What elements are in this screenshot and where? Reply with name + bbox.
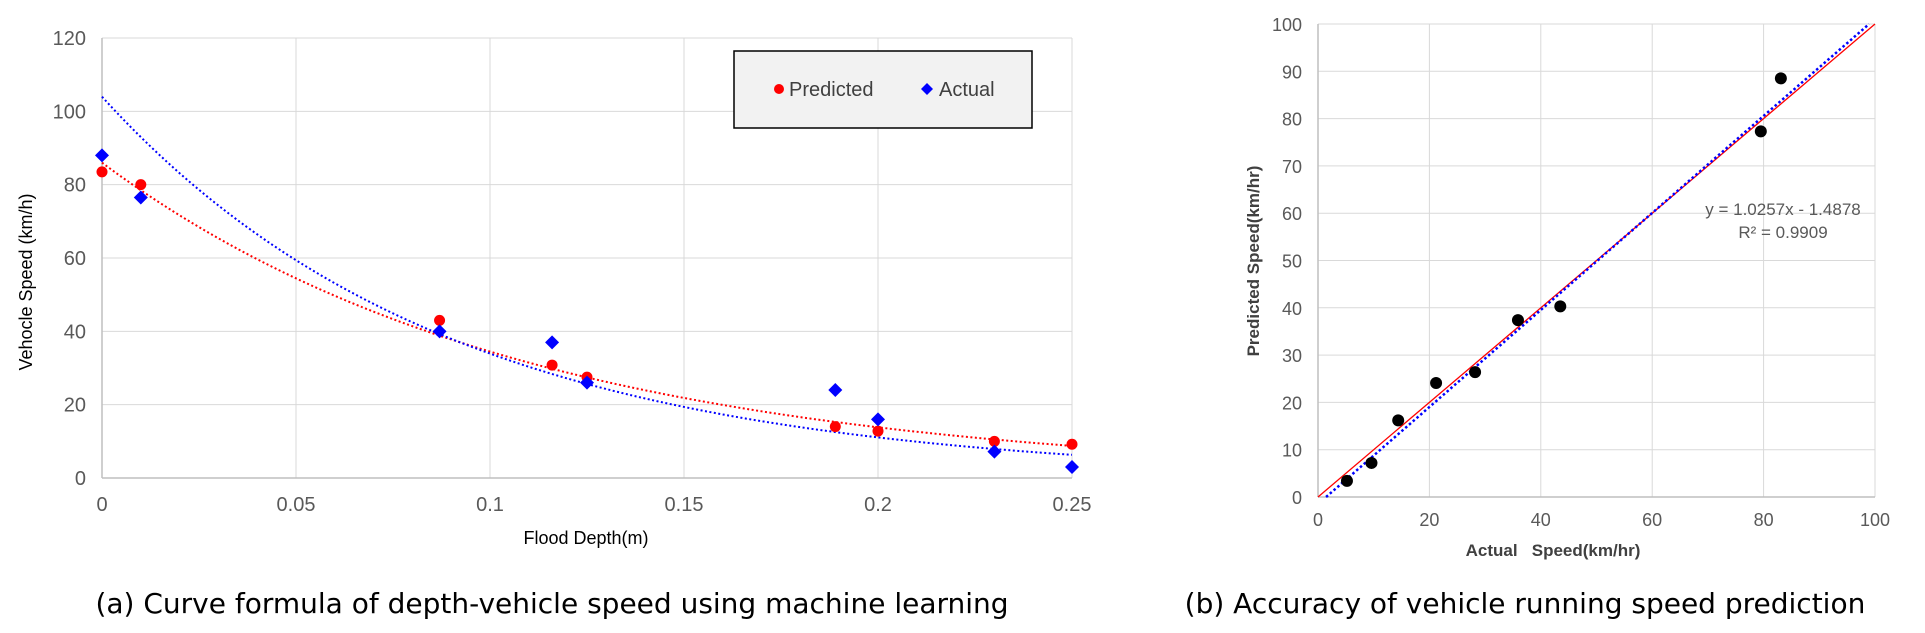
chart-a-trendline-actual: [101, 95, 1073, 456]
chart-a-point-actual: [828, 383, 843, 397]
chart-a-trendlines: [101, 95, 1073, 456]
chart-a-y-tick-label: 100: [53, 101, 86, 123]
chart-a-trendline-predicted: [101, 161, 1073, 447]
chart-b-y-tick-label: 20: [1282, 393, 1302, 413]
chart-b-y-axis-title: Predicted Speed(km/hr): [1244, 166, 1263, 357]
chart-b-x-tick-label: 0: [1313, 510, 1323, 530]
chart-b-x-ticks: 0 20 40 60 80 100: [1313, 510, 1890, 530]
chart-a-point-predicted: [829, 421, 841, 433]
chart-b: 0 20 40 60 80 100 0 10 20 30 40 50 60 70 80 90 100 y = …: [1185, 15, 1890, 620]
chart-b-y-tick-label: 70: [1282, 157, 1302, 177]
chart-b-y-tick-label: 0: [1292, 488, 1302, 508]
chart-a-x-tick-label: 0.15: [665, 494, 704, 516]
chart-b-y-tick-label: 40: [1282, 299, 1302, 319]
chart-b-x-axis-title: Actual Speed(km/hr): [1466, 541, 1641, 560]
chart-a-x-tick-label: 0.1: [476, 494, 504, 516]
legend-actual-label: Actual: [939, 79, 995, 101]
legend-predicted-marker: [774, 84, 784, 94]
chart-a-point-actual: [95, 148, 109, 163]
chart-a-point-predicted: [872, 425, 884, 437]
chart-a-point-predicted: [96, 166, 108, 178]
chart-a-points: [95, 148, 1079, 474]
chart-b-x-tick-label: 100: [1860, 510, 1890, 530]
chart-a-y-tick-label: 0: [75, 468, 86, 490]
chart-b-point: [1392, 414, 1405, 427]
chart-b-y-tick-label: 50: [1282, 252, 1302, 272]
chart-a-point-predicted: [1066, 438, 1078, 450]
chart-a-x-tick-label: 0.2: [864, 494, 892, 516]
chart-b-x-tick-label: 60: [1642, 510, 1662, 530]
chart-b-y-tick-label: 10: [1282, 441, 1302, 461]
chart-b-y-tick-label: 60: [1282, 204, 1302, 224]
chart-b-point: [1469, 366, 1482, 379]
chart-b-point: [1554, 300, 1567, 313]
chart-a-axes: [101, 38, 1072, 479]
chart-b-y-tick-label: 30: [1282, 346, 1302, 366]
chart-a-x-tick-label: 0.25: [1053, 494, 1092, 516]
chart-a-caption: (a) Curve formula of depth-vehicle speed…: [95, 587, 1008, 620]
chart-b-y-ticks: 0 10 20 30 40 50 60 70 80 90 100: [1272, 15, 1302, 508]
chart-b-point: [1340, 474, 1353, 487]
chart-b-y-tick-label: 80: [1282, 110, 1302, 130]
chart-a-y-axis-title: Vehocle Speed (km/h): [16, 193, 36, 370]
chart-a-point-actual: [432, 324, 447, 339]
legend-predicted-label: Predicted: [789, 79, 874, 101]
chart-b-line-identity: [1317, 23, 1876, 498]
chart-b-x-tick-label: 40: [1531, 510, 1551, 530]
chart-a-y-tick-label: 80: [64, 175, 86, 197]
chart-a: 0 0.05 0.1 0.15 0.2 0.25 0 20 40 60 80 100 120 Floo…: [16, 28, 1091, 620]
chart-b-point: [1511, 314, 1524, 327]
chart-a-point-predicted: [434, 314, 446, 326]
chart-b-axes: [1317, 24, 1875, 498]
chart-a-y-tick-label: 120: [53, 28, 86, 50]
chart-a-x-axis-title: Flood Depth(m): [523, 528, 648, 548]
chart-b-equation: y = 1.0257x - 1.4878: [1705, 200, 1860, 219]
chart-a-point-actual: [871, 412, 885, 427]
chart-b-y-tick-label: 100: [1272, 15, 1302, 35]
chart-a-point-actual: [133, 190, 148, 205]
chart-b-point: [1754, 125, 1767, 138]
chart-a-legend: Predicted Actual: [733, 50, 1033, 129]
chart-a-point-actual: [545, 335, 560, 350]
chart-a-x-tick-label: 0: [96, 494, 107, 516]
chart-b-y-tick-label: 90: [1282, 62, 1302, 82]
chart-b-point: [1774, 72, 1787, 85]
chart-a-x-ticks: 0 0.05 0.1 0.15 0.2 0.25: [96, 494, 1091, 516]
chart-a-point-actual: [580, 375, 594, 390]
chart-a-point-predicted: [988, 435, 1000, 447]
chart-a-x-tick-label: 0.05: [277, 494, 316, 516]
chart-a-point-actual: [1065, 460, 1079, 474]
chart-b-r-squared: R² = 0.9909: [1738, 223, 1827, 242]
chart-b-point: [1430, 377, 1443, 390]
chart-b-lines: [1317, 23, 1876, 498]
chart-b-point: [1365, 456, 1378, 469]
chart-a-point-predicted: [546, 359, 558, 371]
chart-a-y-tick-label: 20: [64, 395, 86, 417]
chart-a-y-ticks: 0 20 40 60 80 100 120: [53, 28, 86, 490]
chart-b-line-regression: [1325, 23, 1870, 498]
chart-b-points: [1340, 72, 1787, 487]
chart-a-y-tick-label: 40: [64, 321, 86, 343]
chart-a-y-tick-label: 60: [64, 248, 86, 270]
legend-actual-marker: [921, 83, 933, 95]
chart-b-caption: (b) Accuracy of vehicle running speed pr…: [1185, 587, 1866, 620]
chart-b-x-tick-label: 20: [1419, 510, 1439, 530]
chart-b-x-tick-label: 80: [1754, 510, 1774, 530]
chart-a-point-predicted: [135, 179, 147, 191]
chart-a-point-actual: [987, 444, 1002, 459]
